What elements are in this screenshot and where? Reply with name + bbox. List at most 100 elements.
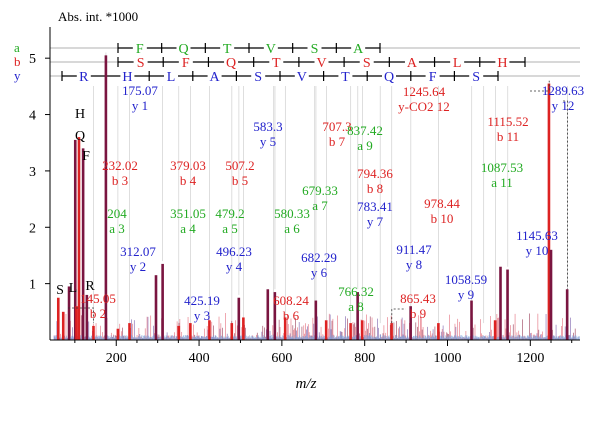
residue-bg	[382, 69, 396, 82]
spectrum-peak	[506, 269, 509, 340]
peak-ion-label: b 4	[180, 173, 197, 188]
peak-mass-label: 1058.59	[445, 272, 487, 287]
sequence-residue: S	[311, 42, 319, 57]
spectrum-peak	[104, 55, 108, 340]
residue-bg	[359, 55, 374, 68]
sequence-residue: L	[453, 56, 462, 71]
peak-mass-label: 679.33	[302, 183, 338, 198]
peak-mass-label: 175.07	[122, 83, 158, 98]
axes: 1 2 3 4 5 200 400 600 800 1000 1200	[29, 27, 580, 366]
peak-ion-label: a 3	[109, 221, 125, 236]
peak-ion-label: b 10	[431, 211, 454, 226]
peak-mass-label: 707.3	[322, 119, 351, 134]
peak-ion-label: y 1	[132, 98, 148, 113]
sequence-residue: S	[363, 56, 371, 71]
residue-bg	[469, 69, 484, 82]
peak-mass-label: 232.02	[102, 158, 138, 173]
peak-mass-label: 379.03	[170, 158, 206, 173]
sequence-ladder: F Q T V S AS F Q T V S A L HR H L A S V T Q F S	[50, 41, 580, 85]
peak-mass-label: 145.05	[80, 291, 116, 306]
immonium-label: F	[82, 149, 90, 164]
peak-mass-label: 783.41	[357, 199, 393, 214]
spectrum-peak	[349, 323, 352, 340]
peak-mass-label: 479.2	[215, 206, 244, 221]
spectrum-peak	[283, 317, 287, 340]
residue-bg	[351, 41, 366, 54]
residue-bg	[294, 69, 309, 82]
peak-mass-label: 507.2	[225, 158, 254, 173]
sequence-residue: A	[407, 56, 418, 71]
peak-guide-lines	[93, 52, 568, 329]
residue-bg	[176, 41, 191, 54]
peak-mass-label: 1087.53	[481, 160, 523, 175]
sequence-residue: V	[266, 42, 276, 57]
spectrum-peak	[208, 320, 211, 340]
sequence-residue: V	[316, 56, 326, 71]
x-axis-label: m/z	[296, 376, 317, 392]
peak-ion-label: b 6	[283, 308, 300, 323]
residue-bg	[450, 55, 465, 68]
spectrum-peak	[77, 137, 81, 340]
sequence-residue: S	[254, 70, 262, 85]
immonium-label: Q	[75, 129, 85, 144]
spectrum-peak	[189, 323, 192, 340]
residue-bg	[251, 69, 266, 82]
sequence-residue: R	[79, 70, 89, 85]
residue-bg	[269, 55, 284, 68]
ion-row-letters: aby	[14, 40, 21, 83]
peak-mass-label: 794.36	[357, 166, 393, 181]
peak-ion-label: y 6	[311, 265, 328, 280]
spectrum-peak	[314, 300, 318, 340]
spectrum-peak	[73, 139, 77, 340]
residue-bg	[314, 55, 329, 68]
immonium-label: H	[75, 107, 85, 122]
spectrum-peak	[547, 83, 551, 340]
spectrum-peak	[360, 320, 364, 340]
spectrum-peak	[161, 263, 164, 340]
peak-mass-label: 766.32	[338, 284, 374, 299]
residue-bg	[263, 41, 278, 54]
peak-mass-label: 1245.64	[403, 84, 446, 99]
residue-bg	[132, 41, 147, 54]
spectrum-peak	[242, 317, 245, 340]
immonium-label: S	[56, 283, 64, 298]
residue-bg	[307, 41, 322, 54]
immonium-label: L	[69, 281, 78, 296]
sequence-residue: A	[353, 42, 364, 57]
spectrum-peak	[67, 286, 71, 340]
spectrum-peak	[56, 297, 60, 340]
peak-mass-label: 682.29	[301, 250, 337, 265]
peak-ion-label: a 11	[491, 175, 513, 190]
sequence-residue: L	[167, 70, 176, 85]
x-tick-label: 600	[271, 351, 292, 366]
spectrum-peak	[356, 292, 359, 340]
peak-ion-label: b 5	[232, 173, 248, 188]
x-tick-label: 400	[189, 351, 210, 366]
peak-ion-label: y 5	[260, 134, 276, 149]
sequence-residue: T	[341, 70, 350, 85]
spectrum-peak	[128, 323, 131, 340]
y-tick-label: 4	[29, 109, 36, 124]
peak-mass-label: 1115.52	[487, 114, 528, 129]
peak-mass-label: 837.42	[347, 123, 383, 138]
residue-bg	[164, 69, 178, 82]
residue-bg	[495, 55, 510, 68]
residue-bg	[178, 55, 193, 68]
peak-ion-label: b 8	[367, 181, 383, 196]
peak-ion-label: y 9	[458, 287, 474, 302]
spectrum-peak	[409, 306, 412, 340]
sequence-residue: F	[429, 70, 437, 85]
sequence-residue: S	[472, 70, 480, 85]
peak-mass-label: 312.07	[120, 244, 156, 259]
peak-ion-label: a 6	[284, 221, 300, 236]
spectrum-peak	[470, 300, 473, 340]
peak-ion-label: y 10	[526, 243, 549, 258]
x-tick-label: 200	[106, 351, 127, 366]
spectrum-peak	[237, 297, 241, 340]
peak-mass-label: 1145.63	[516, 228, 558, 243]
sequence-residue: T	[272, 56, 281, 71]
sequence-residue: F	[136, 42, 144, 57]
spectrum-peak	[493, 320, 497, 340]
